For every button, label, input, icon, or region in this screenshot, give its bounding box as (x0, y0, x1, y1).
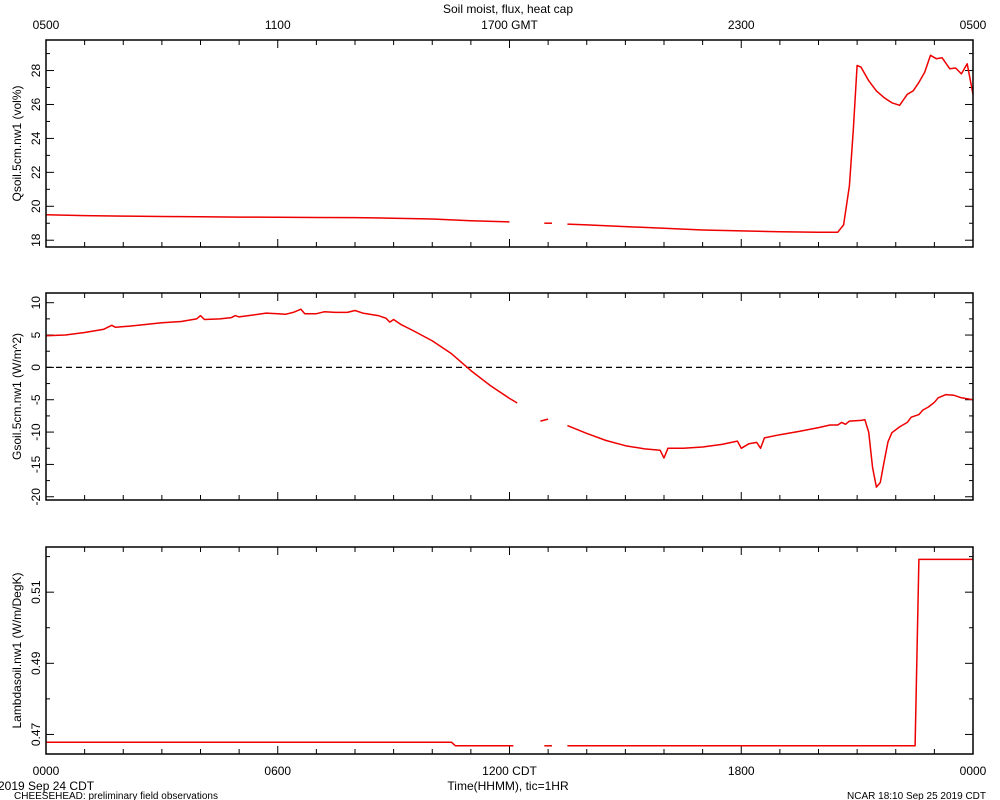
y-tick-label: -10 (29, 423, 43, 441)
y-tick-label: -20 (29, 488, 43, 506)
bottom-tick-label: 0000 (960, 764, 987, 778)
y-tick-label: 28 (29, 64, 43, 78)
y-axis-label: Qsoil.5cm.nw1 (vol%) (10, 85, 24, 201)
series-line (567, 54, 974, 233)
y-tick-label: -15 (29, 455, 43, 473)
panel-frame (45, 39, 974, 248)
bottom-tick-label: 0000 (33, 764, 60, 778)
series-line (567, 558, 973, 747)
y-tick-label: 10 (29, 296, 43, 310)
series-line (45, 214, 510, 223)
y-tick-label: 0.47 (29, 722, 43, 746)
y-tick-label: 0 (29, 364, 43, 371)
y-axis-label: Gsoil.5cm.nw1 (W/m^2) (10, 333, 24, 460)
y-tick-label: 0.51 (29, 580, 43, 604)
series-line (567, 393, 974, 488)
series-line (45, 308, 518, 404)
series-line (46, 741, 514, 747)
y-tick-label: 0.49 (29, 651, 43, 675)
top-axis-labels: 0500 1100 1700 GMT 2300 0500 (33, 18, 987, 32)
panel-frame (45, 546, 974, 755)
y-tick-label: 18 (29, 233, 43, 247)
y-tick-label: 26 (29, 97, 43, 111)
figure-title: Soil moist, flux, heat cap (443, 2, 573, 16)
panel-1: 18 20 22 24 26 28 Qsoil.5cm.nw1 (vol%) (10, 39, 974, 248)
top-tick-label: 0500 (33, 18, 60, 32)
footer-date: 2019 Sep 24 CDT (0, 779, 95, 793)
footer-stamp: NCAR 18:10 Sep 25 2019 CDT (847, 791, 986, 800)
y-tick-label: -5 (29, 394, 43, 405)
y-tick-label: 24 (29, 131, 43, 145)
panel-2: -20 -15 -10 -5 0 5 10 Gsoil.5cm.nw1 (W/m^2) (10, 292, 974, 506)
bottom-axis-labels: 0000 0600 1200 CDT 1800 0000 (33, 764, 987, 778)
bottom-tick-label: 1800 (728, 764, 755, 778)
footer-project: CHEESEHEAD: preliminary field observatio… (14, 791, 218, 800)
y-axis-label: Lambdasoil.nw1 (W/m/DegK) (10, 572, 24, 728)
bottom-tick-label: 0600 (264, 764, 291, 778)
panel-frame (45, 292, 974, 501)
panel-3: 0.47 0.49 0.51 Lambdasoil.nw1 (W/m/DegK) (10, 546, 974, 755)
y-tick-label: 5 (29, 331, 43, 338)
x-axis-label: Time(HHMM), tic=1HR (447, 779, 569, 793)
series-line (540, 418, 549, 422)
top-tick-label: 1700 GMT (481, 18, 538, 32)
y-tick-label: 22 (29, 165, 43, 179)
top-tick-label: 1100 (265, 18, 291, 32)
chart-panels: 18 20 22 24 26 28 Qsoil.5cm.nw1 (vol%) -20 -15 -1… (10, 39, 974, 755)
top-tick-label: 0500 (960, 18, 987, 32)
top-tick-label: 2300 (728, 18, 755, 32)
bottom-tick-label: 1200 CDT (482, 764, 537, 778)
y-tick-label: 20 (29, 199, 43, 213)
